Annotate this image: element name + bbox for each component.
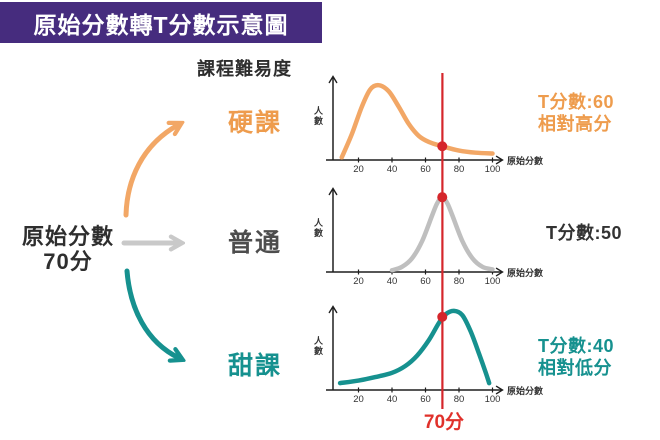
y-axis-label-char: 人 — [313, 217, 324, 228]
x-axis-label: 原始分數 — [507, 267, 544, 278]
chart-sweet-course: 20 40 60 80 100 原始分數 人數 — [313, 305, 544, 405]
x-tick-label: 100 — [485, 164, 501, 175]
x-tick-label: 40 — [387, 276, 398, 287]
course-label-normal: 普通 — [228, 229, 283, 257]
x-tick-label: 80 — [454, 394, 465, 405]
x-tick-label: 100 — [485, 276, 501, 287]
x-tick-label: 20 — [353, 276, 364, 287]
tscore-annotation-sweet: T分數:40 相對低分 — [538, 336, 614, 379]
tscore-annotation-hard: T分數:60 相對高分 — [538, 92, 614, 135]
arrow-to-hard-course — [123, 125, 178, 218]
tscore-sweet-line2: 相對低分 — [538, 357, 612, 378]
y-axis-label-char: 數 — [314, 345, 324, 356]
x-tick-label: 20 — [353, 164, 364, 175]
tscore-hard-line2: 相對高分 — [538, 113, 612, 134]
x-axis-label: 原始分數 — [507, 155, 544, 166]
x-tick-label: 60 — [420, 276, 431, 287]
raw-score-label: 原始分數 70分 — [6, 224, 130, 274]
x-tick-label: 80 — [454, 164, 465, 175]
tscore-normal-line1: T分數:50 — [546, 223, 623, 243]
x-tick-label: 40 — [387, 394, 398, 405]
column-header-difficulty: 課程難易度 — [197, 59, 292, 79]
tscore-annotation-normal: T分數:50 — [546, 223, 622, 245]
score-line-label: 70分 — [423, 412, 465, 433]
score-marker-dot — [437, 192, 448, 203]
score-marker-dot — [437, 141, 448, 152]
raw-score-line1: 原始分數 — [21, 224, 114, 249]
x-axis-label: 原始分數 — [507, 385, 544, 396]
tscore-hard-line1: T分數:60 — [538, 92, 615, 112]
page-title: 原始分數轉T分數示意圖 — [0, 2, 322, 43]
x-tick-label: 60 — [420, 164, 431, 175]
y-axis-label-char: 數 — [314, 227, 324, 238]
page-title-text: 原始分數轉T分數示意圖 — [33, 11, 289, 38]
y-axis-label-char: 人 — [313, 105, 324, 116]
distribution-curve-sweet-course — [337, 308, 492, 386]
x-tick-label: 80 — [454, 276, 465, 287]
y-axis-label-char: 數 — [314, 115, 324, 126]
score-marker-dot — [437, 311, 448, 322]
tscore-sweet-line1: T分數:40 — [538, 336, 615, 356]
chart-hard-course: 20 40 60 80 100 原始分數 人數 — [313, 75, 544, 175]
raw-score-line2: 70分 — [43, 249, 93, 274]
x-tick-label: 40 — [387, 164, 398, 175]
course-label-hard: 硬課 — [228, 109, 283, 137]
chart-normal-course: 20 40 60 80 100 原始分數 人數 — [313, 187, 544, 287]
y-axis-label-char: 人 — [313, 335, 324, 346]
distribution-curve-hard-course — [339, 82, 495, 160]
x-tick-label: 60 — [420, 394, 431, 405]
x-tick-label: 20 — [353, 394, 364, 405]
course-label-sweet: 甜課 — [228, 352, 283, 380]
score-markers — [437, 141, 448, 322]
arrow-to-sweet-course — [124, 268, 179, 358]
x-tick-label: 100 — [485, 394, 501, 405]
